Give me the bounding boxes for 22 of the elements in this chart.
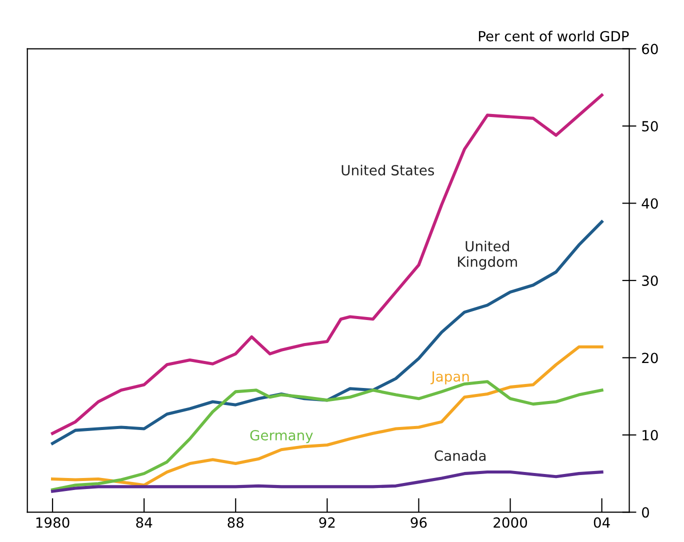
x-tick-label: 1980 (36, 517, 70, 528)
x-tick-label: 84 (136, 517, 152, 528)
x-tick-label: 2000 (494, 517, 528, 528)
y-axis-title: Per cent of world GDP (478, 30, 629, 42)
x-tick-label: 04 (594, 517, 610, 528)
text: Germany (250, 430, 313, 444)
x-tick-label: 96 (410, 517, 427, 528)
series-label: United States (342, 164, 434, 176)
series-label: Japan (430, 371, 469, 384)
line-series (51, 345, 604, 487)
y-tick-label: 50 (642, 120, 658, 132)
x-tick-label: 88 (228, 517, 244, 528)
x-tick-label: 92 (319, 517, 335, 528)
y-tick-label: 40 (642, 198, 658, 209)
series-label: United Kingdom (458, 240, 517, 270)
series-label: Canada (434, 450, 486, 461)
y-tick-label: 10 (642, 430, 658, 440)
y-tick-label: 30 (642, 275, 658, 286)
y-tick-label: 0 (642, 507, 649, 518)
line-series (51, 470, 604, 493)
y-tick-label: 20 (642, 352, 658, 364)
y-tick-label: 60 (642, 44, 658, 54)
